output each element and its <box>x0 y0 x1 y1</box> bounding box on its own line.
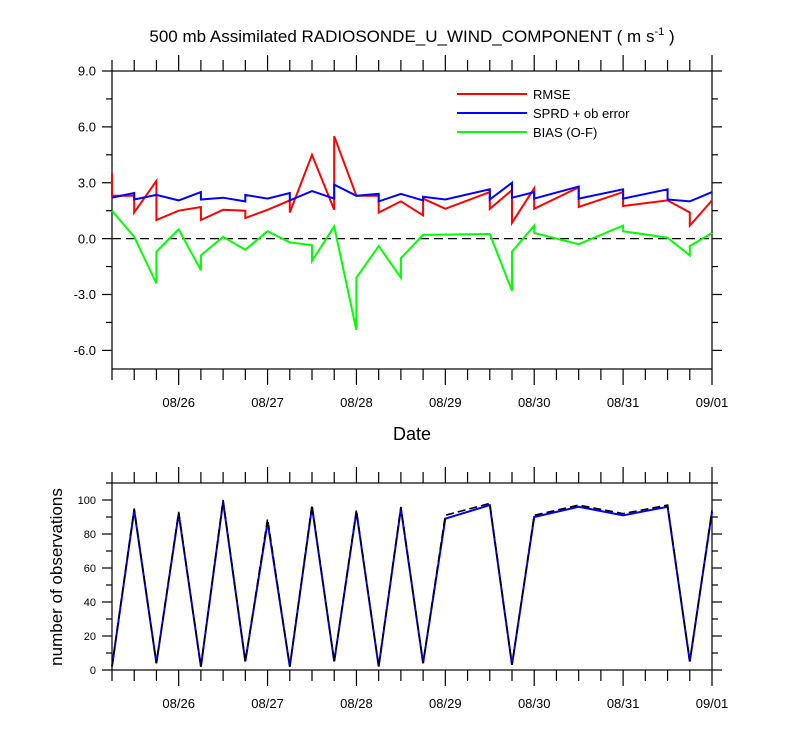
bottom-plot-frame <box>111 482 713 671</box>
x-tick-label: 08/27 <box>251 696 284 711</box>
x-tick-label: 08/26 <box>162 395 195 410</box>
chart-title-superscript: -1 <box>654 26 664 38</box>
x-tick-label: 08/31 <box>607 696 640 711</box>
wind-stats-chart: 500 mb Assimilated RADIOSONDE_U_WIND_COM… <box>74 26 729 444</box>
y-axis-label: number of observations <box>47 488 66 666</box>
bottom-y-tick-labels: 0 20 40 60 80 100 <box>78 495 96 677</box>
x-tick-label: 08/28 <box>340 696 373 711</box>
x-tick-label: 08/30 <box>518 696 551 711</box>
y-tick-label: 80 <box>84 529 96 541</box>
x-tick-label: 08/29 <box>429 696 462 711</box>
y-tick-label: -6.0 <box>74 343 96 358</box>
legend-entry: BIAS (O-F) <box>533 125 597 140</box>
y-tick-label: 3.0 <box>78 175 96 190</box>
y-tick-label: 9.0 <box>78 64 96 79</box>
x-tick-label: 08/28 <box>340 395 373 410</box>
x-tick-label: 09/01 <box>696 395 729 410</box>
chart-title-end: ) <box>664 27 674 46</box>
top-plot-frame <box>111 70 713 370</box>
series-line-total <box>111 499 713 667</box>
y-tick-label: 0 <box>90 665 96 677</box>
x-axis-label: Date <box>393 424 431 444</box>
x-tick-label: 09/01 <box>696 696 729 711</box>
legend: RMSE SPRD + ob error BIAS (O-F) <box>457 87 630 140</box>
x-tick-label: 08/26 <box>162 696 195 711</box>
y-tick-label: 20 <box>84 631 96 643</box>
series-line-sprd-ob-error <box>111 180 713 203</box>
y-tick-label: 100 <box>78 495 96 507</box>
chart-title: 500 mb Assimilated RADIOSONDE_U_WIND_COM… <box>149 26 674 46</box>
bottom-x-tick-labels: 08/26 08/27 08/28 08/29 08/30 08/31 09/01 <box>162 696 728 711</box>
series-line-rmse <box>111 135 713 229</box>
legend-entry: RMSE <box>533 87 571 102</box>
legend-entry: SPRD + ob error <box>533 106 630 121</box>
top-series-group <box>111 135 713 331</box>
series-line-bias-o-f <box>111 210 713 331</box>
bottom-axis-ticks <box>102 467 722 686</box>
y-tick-label: 6.0 <box>78 120 96 135</box>
chart-title-main: 500 mb Assimilated RADIOSONDE_U_WIND_COM… <box>149 27 654 46</box>
y-tick-label: 0.0 <box>78 231 96 246</box>
y-tick-label: -3.0 <box>74 287 96 302</box>
bottom-series-group <box>111 499 713 667</box>
series-line-used <box>111 501 713 667</box>
top-x-tick-labels: 08/26 08/27 08/28 08/29 08/30 08/31 09/01 <box>162 395 728 410</box>
x-tick-label: 08/31 <box>607 395 640 410</box>
x-tick-label: 08/29 <box>429 395 462 410</box>
x-tick-label: 08/27 <box>251 395 284 410</box>
x-tick-label: 08/30 <box>518 395 551 410</box>
y-tick-label: 40 <box>84 597 96 609</box>
y-tick-label: 60 <box>84 563 96 575</box>
top-axis-ticks <box>102 55 722 385</box>
top-y-tick-labels: 9.0 6.0 3.0 0.0 -3.0 -6.0 <box>74 64 96 358</box>
